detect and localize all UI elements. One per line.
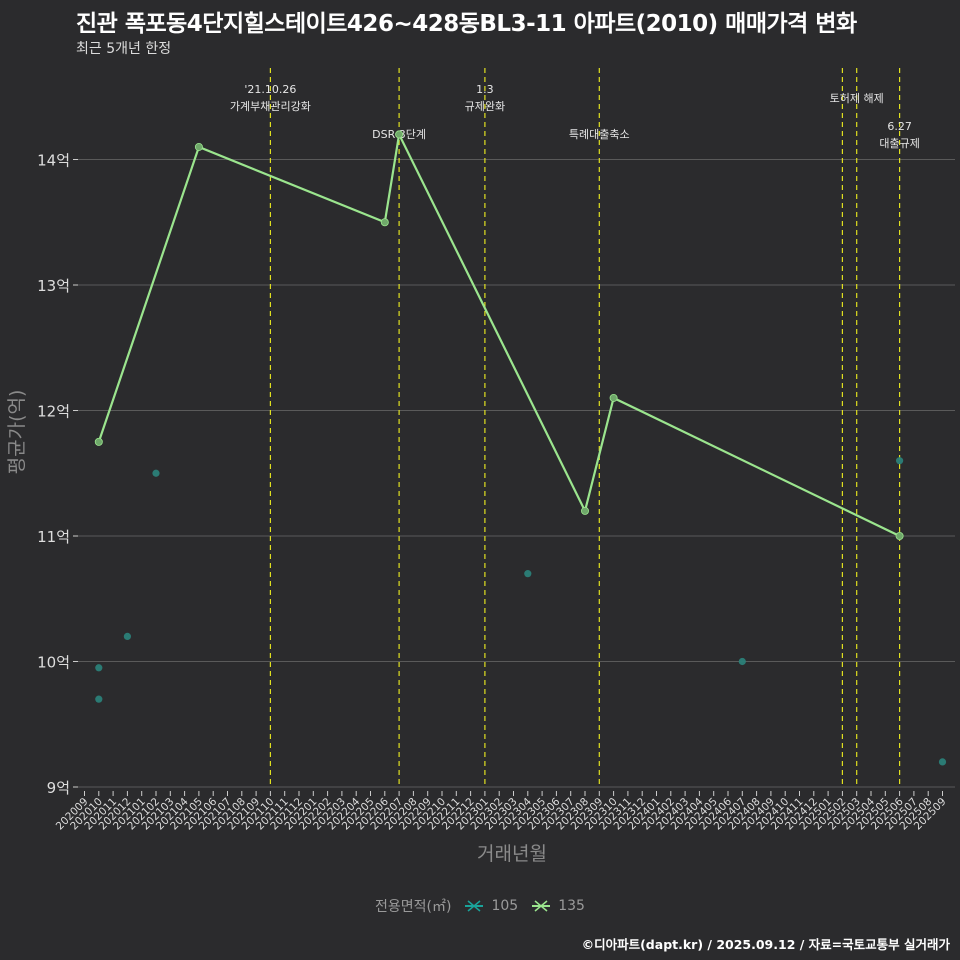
data-point-135: [380, 218, 389, 227]
legend-title: 전용면적(㎡): [375, 899, 452, 915]
data-point-105: [95, 695, 103, 703]
data-point-105: [896, 457, 904, 465]
y-tick-label: 12억: [37, 403, 70, 421]
data-point-135: [581, 506, 590, 515]
legend-item-135: 135: [530, 898, 585, 914]
y-tick-label: 9억: [47, 779, 70, 797]
data-point-135: [194, 142, 203, 151]
data-point-105: [95, 664, 103, 672]
chart-subtitle: 최근 5개년 한정: [76, 41, 172, 57]
policy-annotation: 토허제 해제: [830, 91, 884, 105]
data-point-135: [395, 130, 404, 139]
series-layer: [94, 130, 947, 766]
x-axis-label: 거래년월: [477, 843, 547, 865]
axes: 9억10억11억12억13억14억20200920201020201120201…: [37, 152, 949, 833]
source-caption: ©디아파트(dapt.kr) / 2025.09.12 / 자료=국토교통부 실…: [581, 937, 950, 952]
legend-key-105-icon: [465, 900, 484, 912]
data-point-105: [938, 758, 947, 766]
legend-label-105: 105: [491, 898, 519, 914]
chart-title: 진관 폭포동4단지힐스테이트426~428동BL3-11 아파트(2010) 매…: [76, 11, 857, 37]
data-point-105: [152, 469, 160, 477]
data-point-105: [123, 632, 131, 641]
y-tick-label: 10억: [37, 654, 70, 672]
legend-key-135-icon: [532, 900, 551, 912]
policy-annotation: 6.27: [887, 120, 912, 133]
data-point-135: [94, 437, 103, 446]
data-point-105: [524, 570, 532, 578]
y-tick-label: 13억: [37, 277, 70, 295]
legend-item-105: 105: [463, 898, 518, 914]
series-line-135: [97, 130, 901, 537]
data-point-135: [609, 393, 618, 402]
legend: 전용면적(㎡) 105 135: [0, 896, 960, 916]
y-tick-label: 11억: [37, 528, 70, 546]
y-tick-label: 14억: [37, 152, 70, 170]
policy-annotation: 특례대출축소: [569, 128, 630, 141]
legend-label-135: 135: [558, 898, 585, 914]
grid-lines: [78, 159, 955, 788]
data-point-105: [738, 657, 746, 666]
policy-annotation: 1.3: [476, 83, 494, 96]
policy-annotation: 규제완화: [465, 100, 505, 113]
policy-annotation: 대출규제: [879, 137, 919, 150]
policy-annotation: '21.10.26: [244, 83, 296, 96]
y-axis-label: 평균가(억): [6, 390, 28, 475]
policy-annotation: 가계부채관리강화: [230, 100, 311, 113]
policy-lines: [269, 68, 901, 787]
data-point-135: [895, 532, 904, 541]
